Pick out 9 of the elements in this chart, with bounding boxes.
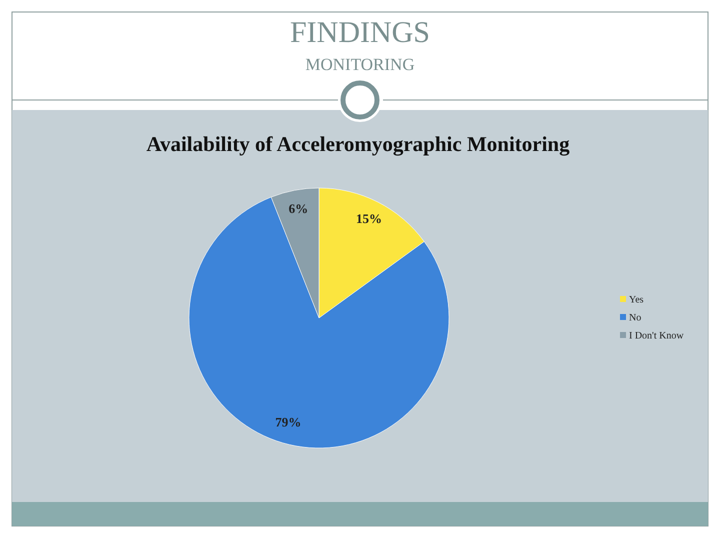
data-label: 6% bbox=[288, 200, 308, 216]
legend-label: No bbox=[629, 312, 642, 324]
text: FINDINGS bbox=[290, 16, 430, 49]
data-label: 79% bbox=[275, 414, 302, 430]
text: MONITORING bbox=[305, 55, 415, 74]
data-label: 15% bbox=[356, 210, 382, 226]
legend-label: Yes bbox=[629, 294, 644, 306]
chart-title: Availability of Acceleromyographic Monitoring bbox=[146, 132, 570, 156]
legend-label: I Don't Know bbox=[629, 330, 684, 342]
